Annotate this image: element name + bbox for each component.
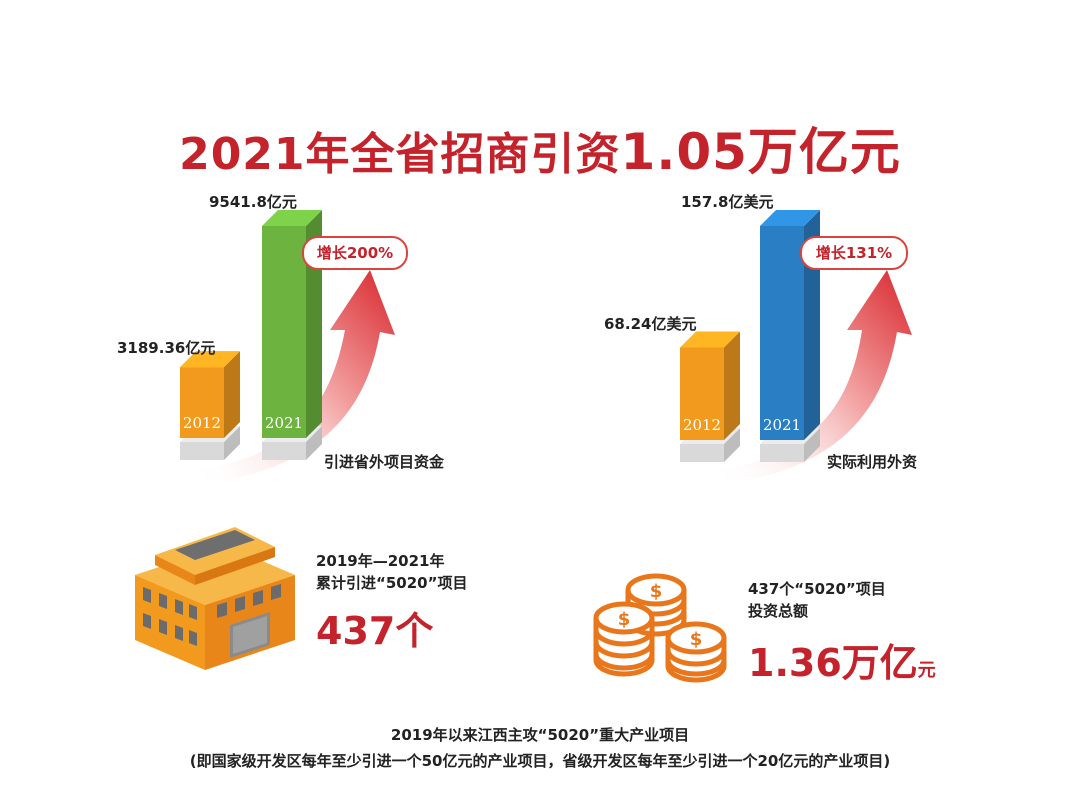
title-value: 1.05万亿元 [620,123,901,181]
bar-top-2012 [680,331,740,348]
bar-2021 [760,226,804,440]
stat-2-value-number: 1.36万亿 [748,641,918,685]
bar-plinth-side-2021 [306,426,322,460]
chart-1-growth-badge: 增长200% [302,236,408,270]
bar-top-2012 [180,351,240,368]
bar-top-2021 [262,210,322,226]
chart-1-value-label-2012: 3189.36亿元 [117,339,216,357]
chart-1-value-label-2021: 9541.8亿元 [209,193,297,211]
bar-2012 [680,347,724,440]
bar-plinth-2012 [180,442,224,460]
bar-plinth-2021 [262,442,306,460]
bar-plinth-side-2021 [804,428,820,462]
chart-1: 2012 2021 9541.8亿元 3189.36亿元 增长200% 引进省外项… [0,0,540,500]
bar-side-2012 [224,351,240,438]
chart-2-arrow [720,270,912,485]
chart-2-value-label-2012: 68.24亿美元 [604,315,697,333]
bar-plinth-side-2012 [724,428,740,462]
stat-1-value: 437个 [316,609,434,653]
svg-text:$: $ [650,581,663,602]
bar-category-label-2021: 2021 [763,416,801,434]
stat-1-line2: 累计引进“5020”项目 [316,574,468,592]
stat-2-value: 1.36万亿元 [748,632,936,687]
bar-category-label-2021: 2021 [265,414,303,432]
bar-plinth-side-2012 [224,426,240,460]
chart-2-value-label-2021: 157.8亿美元 [681,193,774,211]
footer-line1: 2019年以来江西主攻“5020”重大产业项目 [390,726,690,744]
chart-1-bars: 2012 2021 [180,210,322,460]
bar-plinth-2021 [760,444,804,462]
chart-2-growth-badge: 增长131% [800,236,908,270]
bar-top-2021 [760,210,820,226]
footer-line2: (即国家级开发区每年至少引进一个50亿元的产业项目，省级开发区每年至少引进一个2… [189,752,891,770]
stat-2-line2: 投资总额 [748,602,809,620]
stat-2-value-suffix: 元 [917,660,936,681]
svg-text:$: $ [618,609,631,630]
bar-2012 [180,367,224,438]
title-prefix: 2021年全省招商引资 [179,129,621,180]
chart-1-category-label: 引进省外项目资金 [324,453,445,471]
svg-text:$: $ [690,629,703,650]
bar-plinth-2012 [680,444,724,462]
chart-1-arrow [200,270,395,485]
chart-2-bars: 2012 2021 [680,210,820,462]
building-icon [135,527,295,670]
bar-category-label-2012: 2012 [683,416,721,434]
chart-2: 2012 2021 157.8亿美元 68.24亿美元 增长131% 实际利用外资 [604,193,918,485]
page-title: 2021年全省招商引资1.05万亿元 [0,112,1080,181]
bar-2021 [262,226,306,438]
bar-category-label-2012: 2012 [183,414,221,432]
stat-1-line1: 2019年—2021年 [316,552,445,570]
chart-2-category-label: 实际利用外资 [827,453,918,471]
bar-side-2012 [724,331,740,440]
coins-icon: $ $ $ [593,573,727,683]
stat-2-line1: 437个“5020”项目 [748,580,886,598]
